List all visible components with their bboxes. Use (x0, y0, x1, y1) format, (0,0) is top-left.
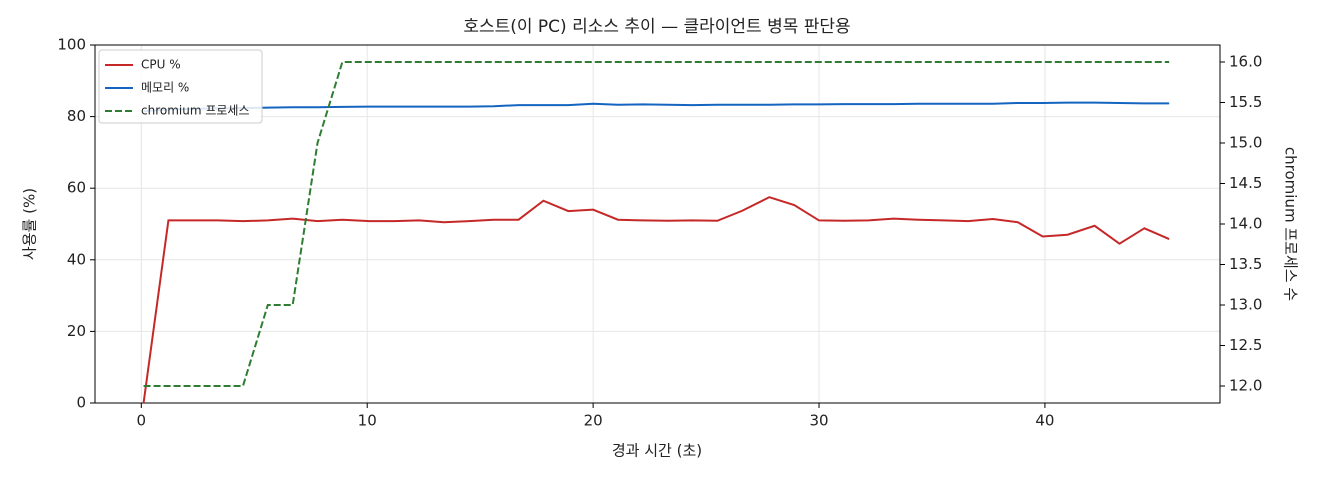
series-line (143, 101, 1170, 113)
x-tick-label: 20 (584, 412, 603, 430)
legend: CPU % 메모리 % chromium 프로세스 (98, 49, 263, 124)
legend-label: CPU % (141, 58, 181, 72)
y2-tick-label: 15.5 (1229, 93, 1262, 111)
y2-tick-label: 12.0 (1229, 376, 1262, 394)
y-tick-label: 40 (67, 250, 86, 268)
chart-title: 호스트(이 PC) 리소스 추이 — 클라이언트 병목 판단용 (463, 17, 850, 37)
y2-tick-label: 15.0 (1229, 134, 1262, 152)
y2-tick-label: 14.0 (1229, 215, 1262, 233)
series-line (143, 61, 1170, 387)
y2-tick-label: 12.5 (1229, 336, 1262, 354)
y-tick-label: 20 (67, 322, 86, 340)
x-tick-label: 40 (1035, 412, 1054, 430)
y-tick-label: 0 (76, 394, 86, 412)
y2-tick-label: 16.0 (1229, 53, 1262, 71)
y2-tick-label: 13.5 (1229, 255, 1262, 273)
x-tick-label: 30 (809, 412, 828, 430)
y-tick-label: 60 (67, 179, 86, 197)
plot-frame (94, 44, 1221, 404)
y-tick-label: 100 (57, 36, 86, 54)
legend-label: 메모리 % (141, 81, 189, 95)
x-axis-label: 경과 시간 (초) (612, 442, 702, 460)
x-tick-label: 0 (137, 412, 147, 430)
x-tick-label: 10 (358, 412, 377, 430)
legend-label: chromium 프로세스 (141, 104, 250, 118)
y2-tick-label: 13.0 (1229, 295, 1262, 313)
series-line (142, 196, 1170, 404)
y-axis-label: 사용률 (%) (21, 188, 39, 260)
y2-tick-label: 14.5 (1229, 174, 1262, 192)
legend-box (98, 49, 263, 124)
y-tick-label: 80 (67, 107, 86, 125)
y2-axis-label: chromium 프로세스 수 (1282, 147, 1300, 301)
